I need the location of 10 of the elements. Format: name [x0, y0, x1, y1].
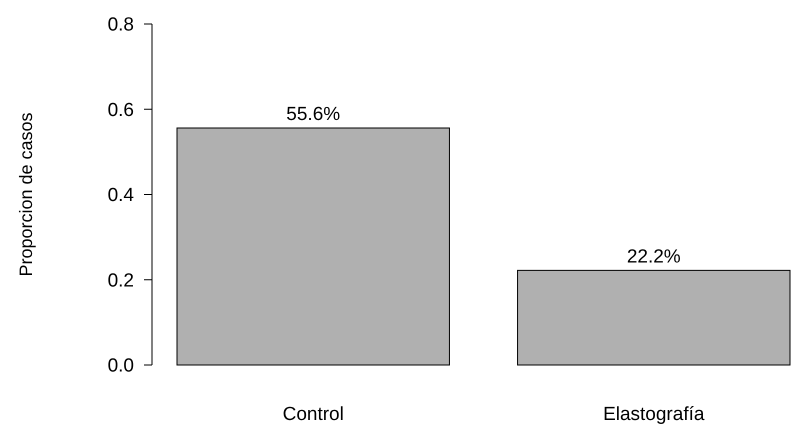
data-label: 55.6%: [286, 104, 340, 126]
y-axis-title: Proporcion de casos: [16, 112, 36, 277]
data-label: 22.2%: [626, 246, 681, 268]
y-tick-label: 0.8: [108, 14, 134, 36]
x-tick-label: Elastografía: [603, 404, 705, 425]
y-tick-label: 0.6: [108, 100, 134, 121]
y-tick-label: 0.2: [108, 270, 134, 292]
x-tick-label: Control: [282, 404, 344, 425]
y-tick-label: 0.0: [108, 356, 134, 377]
y-tick-label: 0.4: [108, 185, 134, 206]
